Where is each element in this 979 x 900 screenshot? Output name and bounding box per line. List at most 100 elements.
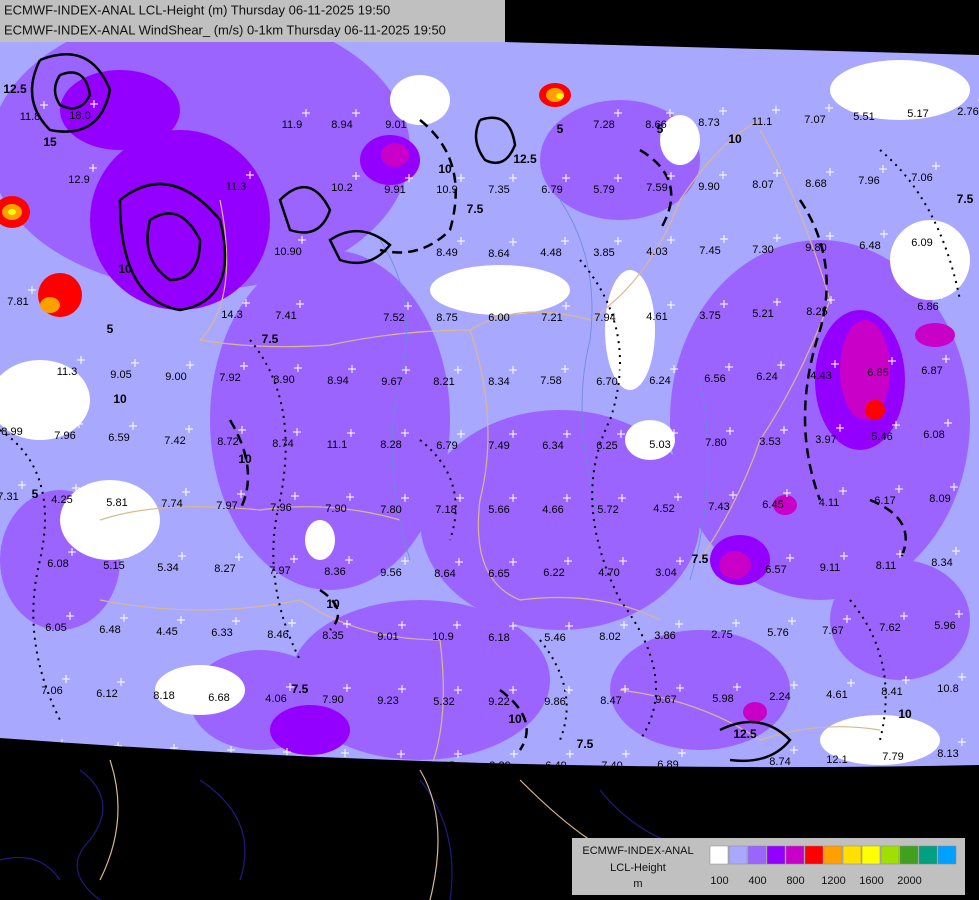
station-value: 8.64 (488, 248, 509, 260)
station-value: 5.66 (488, 504, 509, 516)
station-cross (509, 238, 517, 246)
header-line: ECMWF-INDEX-ANAL WindShear_ (m/s) 0-1km … (4, 22, 446, 37)
station-value: 10.9 (432, 631, 453, 643)
station-cross (676, 557, 684, 565)
station-value: 5.15 (103, 560, 124, 572)
station-cross (831, 360, 839, 368)
legend-title: LCL-Height (610, 862, 666, 874)
station-cross (456, 494, 464, 502)
station-cross (938, 291, 946, 299)
station-value: 4.11 (819, 497, 840, 509)
station-value: 3.75 (699, 310, 720, 322)
legend-title: ECMWF-INDEX-ANAL (582, 845, 693, 857)
station-cross (117, 678, 125, 686)
station-cross (131, 359, 139, 367)
station-cross (561, 237, 569, 245)
station-value: 5.32 (433, 696, 454, 708)
station-value: 3.97 (815, 434, 836, 446)
station-cross (302, 109, 310, 117)
contour-labels: 15 12.5 10 7.5 5 12.5 10 7.5 5 10 5 7.5 10 5 10 7.5 10 7.… (3, 82, 973, 751)
station-value: 5.76 (767, 627, 788, 639)
station-value: 8.74 (769, 756, 790, 768)
contours-dotted (0, 149, 961, 741)
station-cross (66, 612, 74, 620)
station-value: 9.90 (698, 181, 719, 193)
station-cross (676, 684, 684, 692)
station-cross (120, 614, 128, 622)
station-value: 7.59 (646, 182, 667, 194)
station-cross (240, 362, 248, 370)
station-cross (772, 106, 780, 114)
station-cross (343, 620, 351, 628)
station-cross (725, 363, 733, 371)
station-cross (348, 365, 356, 373)
station-cross (346, 493, 354, 501)
station-value: 2.75 (711, 629, 732, 641)
station-value: 9.22 (488, 696, 509, 708)
station-cross (186, 361, 194, 369)
station-value: 8.11 (876, 560, 897, 572)
station-cross (958, 673, 966, 681)
station-value: 6.85 (867, 367, 888, 379)
station-value: 8.99 (1, 426, 22, 438)
station-cross (667, 236, 675, 244)
contour-label: 7.5 (262, 332, 279, 346)
station-value: 2.76 (957, 106, 978, 118)
station-cross (89, 164, 97, 172)
station-value: 5.98 (712, 693, 733, 705)
station-cross (615, 302, 623, 310)
station-cross (874, 101, 882, 109)
station-cross (622, 750, 630, 758)
station-cross (294, 364, 302, 372)
station-cross (454, 750, 462, 758)
station-value: 12.9 (68, 174, 89, 186)
station-cross (237, 490, 245, 498)
station-cross (22, 416, 30, 424)
station-cross (670, 429, 678, 437)
station-value: 8.49 (436, 247, 457, 259)
station-value: 3.53 (759, 436, 780, 448)
station-value: 9.80 (805, 242, 826, 254)
station-cross (839, 487, 847, 495)
station-cross (242, 299, 250, 307)
station-cross (888, 357, 896, 365)
station-cross (614, 109, 622, 117)
station-cross (347, 429, 355, 437)
contour-label: 7.5 (292, 682, 309, 696)
header: ECMWF-INDEX-ANAL LCL-Height (m) Thursday… (0, 0, 505, 42)
legend-swatch (880, 845, 900, 865)
station-value: 8.64 (434, 568, 455, 580)
station-cross (402, 366, 410, 374)
station-value: 4.66 (542, 504, 563, 516)
station-value: 7.80 (705, 437, 726, 449)
station-cross (401, 494, 409, 502)
station-value: 7.97 (216, 500, 237, 512)
station-value: 12.1 (826, 754, 847, 766)
station-cross (958, 738, 966, 746)
station-value: 7.79 (882, 751, 903, 763)
station-value: 7.90 (325, 503, 346, 515)
station-value: 8.28 (380, 439, 401, 451)
station-cross (621, 685, 629, 693)
station-cross (900, 612, 908, 620)
station-cross (28, 286, 36, 294)
legend-swatch (937, 845, 957, 865)
station-value: 8.72 (217, 436, 238, 448)
legend-label: 100 (710, 875, 728, 887)
station-value: 6.08 (47, 558, 68, 570)
station-value: 8.47 (600, 695, 621, 707)
station-value: 6.12 (96, 688, 117, 700)
station-value: 5.46 (544, 632, 565, 644)
station-value: 5.21 (752, 308, 773, 320)
station-cross (18, 481, 26, 489)
station-value: 2.24 (769, 691, 790, 703)
legend-swatch (918, 845, 938, 865)
station-value: 11.3 (226, 181, 247, 193)
station-cross (401, 557, 409, 565)
station-cross (733, 683, 741, 691)
station-value: 11.3 (57, 366, 78, 378)
station-value: 3.86 (654, 630, 675, 642)
station-cross (617, 366, 625, 374)
station-value: 6.57 (765, 564, 786, 576)
station-cross (75, 420, 83, 428)
